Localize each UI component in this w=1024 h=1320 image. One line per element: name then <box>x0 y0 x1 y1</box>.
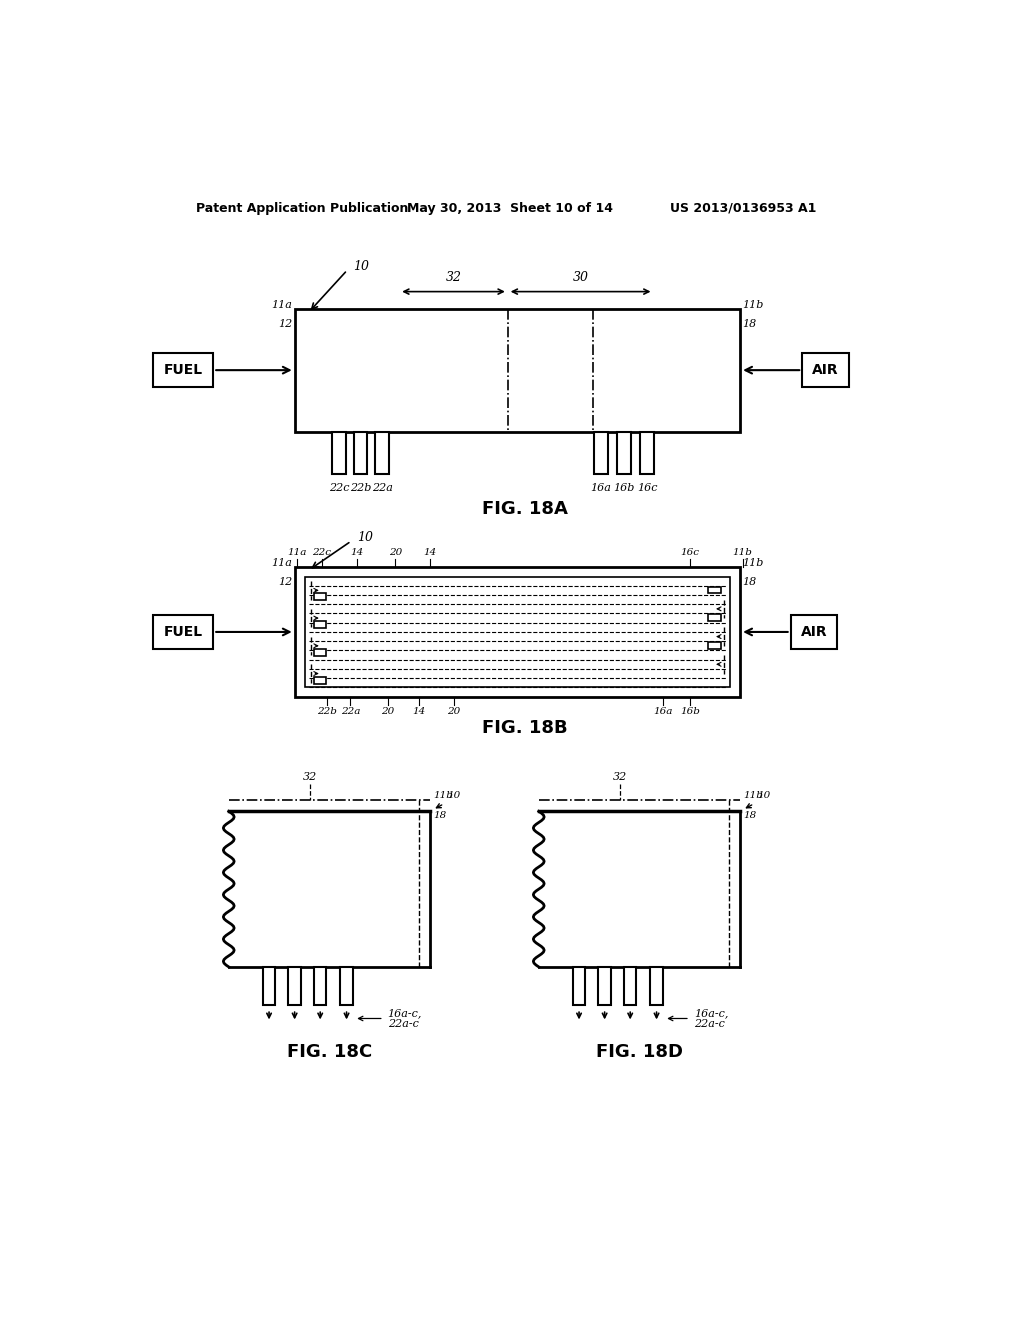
Bar <box>153 354 213 387</box>
Text: FIG. 18A: FIG. 18A <box>482 500 567 517</box>
Bar <box>802 354 849 387</box>
Bar <box>353 432 368 474</box>
Bar <box>263 966 275 1006</box>
Text: 11a: 11a <box>271 300 292 310</box>
Text: 14: 14 <box>350 548 364 557</box>
Bar <box>709 642 721 649</box>
Bar <box>617 432 631 474</box>
Text: 16c: 16c <box>637 483 657 494</box>
Bar <box>375 432 389 474</box>
Bar <box>709 586 721 594</box>
Text: 20: 20 <box>389 548 402 557</box>
Bar <box>640 432 654 474</box>
Text: US 2013/0136953 A1: US 2013/0136953 A1 <box>671 202 817 215</box>
Text: 16a-c,: 16a-c, <box>388 1008 422 1018</box>
Text: 18: 18 <box>742 577 757 587</box>
Text: 11b: 11b <box>742 300 764 310</box>
Text: 10: 10 <box>758 791 770 800</box>
Text: May 30, 2013  Sheet 10 of 14: May 30, 2013 Sheet 10 of 14 <box>407 202 613 215</box>
Text: FIG. 18D: FIG. 18D <box>596 1043 683 1060</box>
Text: 16b: 16b <box>680 706 699 715</box>
Text: 11a: 11a <box>288 548 306 557</box>
Text: 18: 18 <box>742 319 757 329</box>
Text: FIG. 18B: FIG. 18B <box>482 719 567 737</box>
Text: 16a-c,: 16a-c, <box>693 1008 728 1018</box>
Bar <box>295 309 740 432</box>
Text: 14: 14 <box>424 548 437 557</box>
Bar <box>314 594 327 601</box>
Bar <box>314 966 327 1006</box>
Text: FUEL: FUEL <box>164 624 203 639</box>
Text: AIR: AIR <box>812 363 839 378</box>
Text: FIG. 18C: FIG. 18C <box>287 1043 372 1060</box>
Text: 18: 18 <box>433 812 446 820</box>
Text: 11b: 11b <box>732 548 753 557</box>
Text: 20: 20 <box>381 706 394 715</box>
Bar <box>314 649 327 656</box>
Bar <box>295 566 740 697</box>
Bar <box>598 966 611 1006</box>
Text: 18: 18 <box>743 812 757 820</box>
Bar <box>594 432 607 474</box>
Text: AIR: AIR <box>801 624 827 639</box>
Text: 14: 14 <box>412 706 425 715</box>
Text: 16a: 16a <box>590 483 611 494</box>
Text: 22c: 22c <box>312 548 331 557</box>
Text: 20: 20 <box>446 706 460 715</box>
Bar <box>709 614 721 622</box>
Bar <box>791 615 838 649</box>
Text: 11b: 11b <box>743 791 763 800</box>
Bar <box>624 966 636 1006</box>
Text: 12: 12 <box>279 577 292 587</box>
Bar <box>289 966 301 1006</box>
Text: 22a: 22a <box>372 483 392 494</box>
Bar <box>305 577 730 688</box>
Text: 22a-c: 22a-c <box>693 1019 725 1028</box>
Bar <box>153 615 213 649</box>
Text: FUEL: FUEL <box>164 363 203 378</box>
Text: 11b: 11b <box>742 558 764 568</box>
Bar <box>314 677 327 684</box>
Text: 16c: 16c <box>680 548 699 557</box>
Text: 22b: 22b <box>317 706 337 715</box>
Text: 11b: 11b <box>433 791 454 800</box>
Text: 10: 10 <box>352 260 369 273</box>
Text: 10: 10 <box>447 791 461 800</box>
Text: 10: 10 <box>356 531 373 544</box>
Text: Patent Application Publication: Patent Application Publication <box>197 202 409 215</box>
Text: 32: 32 <box>445 271 462 284</box>
Text: 30: 30 <box>572 271 589 284</box>
Bar <box>314 622 327 628</box>
Text: 22a-c: 22a-c <box>388 1019 419 1028</box>
Text: 22c: 22c <box>329 483 349 494</box>
Text: 22b: 22b <box>350 483 371 494</box>
Text: 32: 32 <box>613 772 628 781</box>
Text: 11a: 11a <box>271 558 292 568</box>
Text: 22a: 22a <box>341 706 360 715</box>
Bar <box>650 966 663 1006</box>
Text: 16b: 16b <box>613 483 635 494</box>
Text: 32: 32 <box>303 772 317 781</box>
Bar <box>572 966 586 1006</box>
Bar <box>332 432 346 474</box>
Text: 16a: 16a <box>653 706 673 715</box>
Bar <box>340 966 352 1006</box>
Text: 12: 12 <box>279 319 292 329</box>
